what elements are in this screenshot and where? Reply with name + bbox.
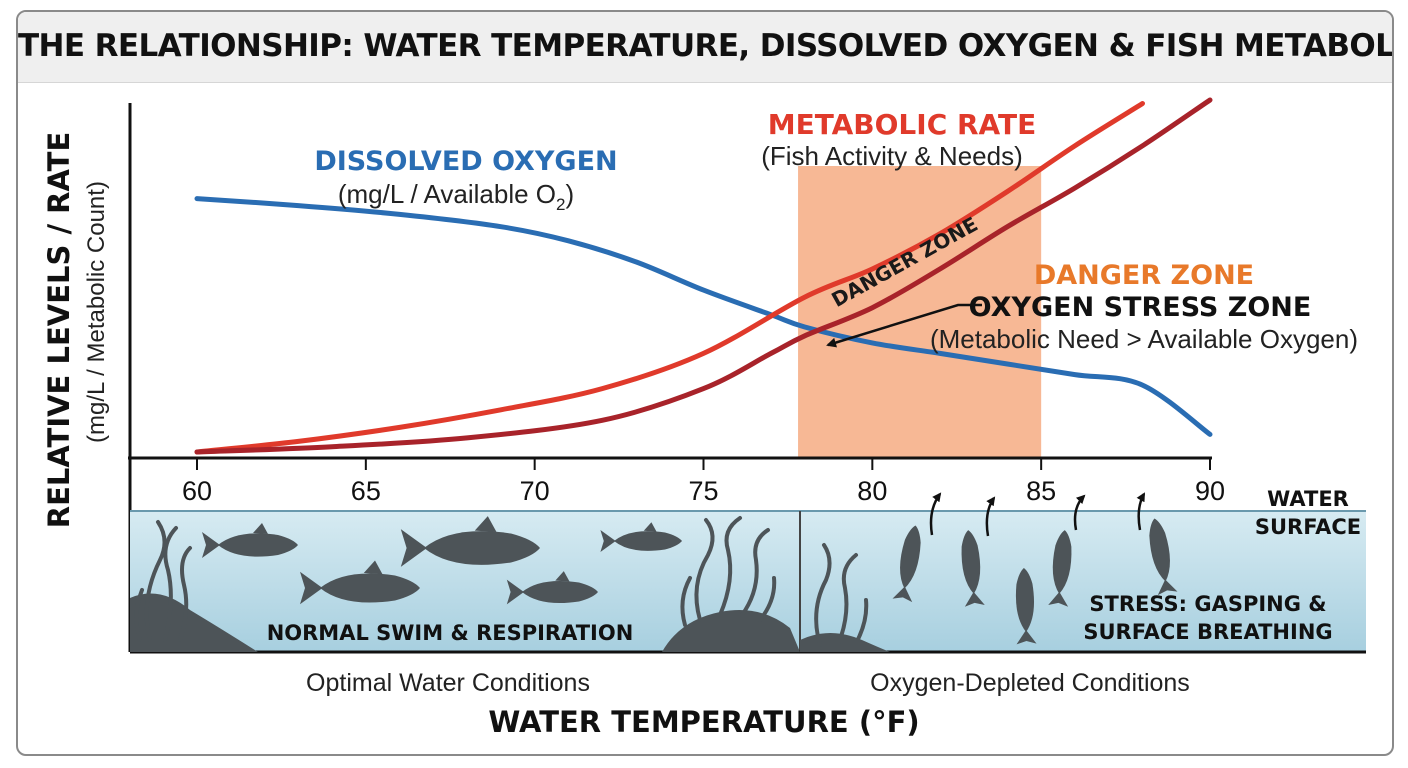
stress-caption-line1: STRESS: GASPING &	[1089, 592, 1326, 616]
optimal-conditions-label: Optimal Water Conditions	[306, 669, 590, 697]
danger-zone-band	[798, 166, 1042, 458]
rock-right	[800, 633, 890, 652]
gasping-fish-icon	[1048, 530, 1072, 607]
series-line-dissolved-oxygen	[194, 196, 1213, 437]
gasping-fish-icon	[1149, 518, 1178, 596]
water-surface-label: WATER	[1267, 487, 1349, 511]
x-tick-label: 80	[857, 476, 887, 506]
fish-icon	[600, 522, 682, 553]
rock-left	[130, 593, 258, 652]
metabolic-rate-units: (Fish Activity & Needs)	[761, 141, 1023, 171]
x-tick-label: 60	[182, 476, 212, 506]
x-tick-label: 75	[688, 476, 718, 506]
stress-zone-arrow	[826, 303, 982, 348]
fish-icon	[300, 560, 420, 605]
series-line-metabolic-rate	[194, 101, 1145, 455]
seaweed-right	[814, 543, 869, 647]
dissolved-oxygen-units: (mg/L / Available O2)	[338, 179, 574, 214]
gasping-fish-icon	[1015, 568, 1037, 645]
rock-middle	[662, 610, 800, 652]
normal-swim-caption: NORMAL SWIM & RESPIRATION	[267, 621, 634, 645]
gasp-arrow-icons	[929, 492, 1146, 537]
water-surface-label-2: SURFACE	[1255, 515, 1361, 539]
depleted-conditions-label: Oxygen-Depleted Conditions	[870, 669, 1190, 697]
gasping-fish-icon	[892, 525, 921, 603]
x-tick-label: 90	[1195, 476, 1225, 506]
fish-icon	[400, 516, 540, 567]
seaweed-middle	[680, 516, 777, 627]
oxygen-stress-zone-subtitle: (Metabolic Need > Available Oxygen)	[930, 324, 1358, 354]
seaweed-left	[134, 520, 192, 642]
danger-zone-title: DANGER ZONE	[1034, 260, 1254, 291]
fish-icon	[506, 571, 598, 605]
chart-title: THE RELATIONSHIP: WATER TEMPERATURE, DIS…	[18, 28, 1394, 64]
x-tick-label: 85	[1026, 476, 1056, 506]
metabolic-rate-label: METABOLIC RATE	[768, 108, 1037, 141]
x-tick-label: 70	[520, 476, 550, 506]
fish-icon	[202, 523, 298, 558]
gasping-fish-icon	[961, 530, 985, 607]
x-tick-group: 60 65 70 75 80 85 90	[182, 458, 1225, 506]
stress-caption-line2: SURFACE BREATHING	[1083, 620, 1332, 644]
oxygen-stress-zone-title: OXYGEN STRESS ZONE	[969, 292, 1312, 323]
y-axis-label: RELATIVE LEVELS / RATE	[42, 132, 76, 529]
series-line-metabolic-rate-dark	[194, 97, 1213, 455]
dissolved-oxygen-label: DISSOLVED OXYGEN	[314, 146, 617, 177]
x-axis-label: WATER TEMPERATURE (°F)	[488, 705, 919, 739]
x-tick-label: 65	[351, 476, 381, 506]
y-axis-sublabel: (mg/L / Metabolic Count)	[83, 181, 110, 443]
title-bar: THE RELATIONSHIP: WATER TEMPERATURE, DIS…	[18, 12, 1392, 83]
